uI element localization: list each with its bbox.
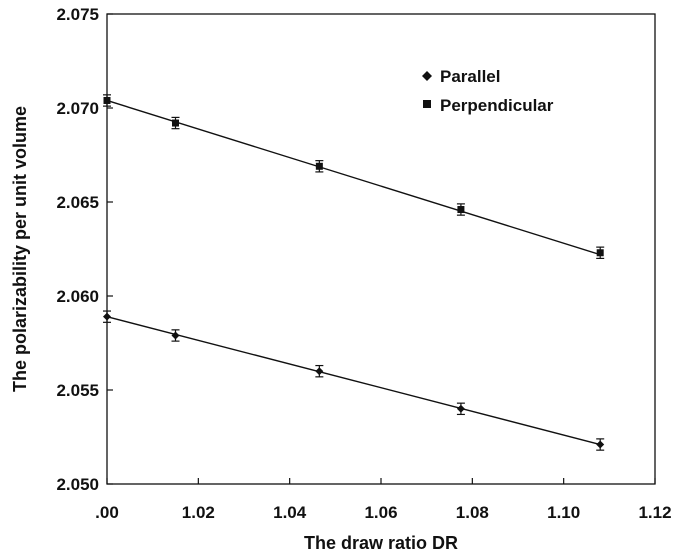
y-tick-label: 2.065 bbox=[56, 193, 99, 212]
data-point-perpendicular bbox=[596, 249, 604, 257]
data-point-parallel bbox=[596, 440, 605, 449]
x-tick-label: 1.12 bbox=[638, 503, 671, 522]
fit-line-parallel bbox=[106, 316, 601, 446]
data-point-parallel bbox=[171, 331, 180, 340]
legend: Parallel Perpendicular bbox=[422, 67, 554, 115]
legend-item-parallel: Parallel bbox=[422, 67, 501, 86]
data-point-perpendicular bbox=[172, 119, 179, 127]
legend-label-perpendicular: Perpendicular bbox=[440, 96, 554, 115]
x-tick-label: 1.10 bbox=[547, 503, 580, 522]
legend-marker-square bbox=[423, 100, 431, 108]
x-tick-label: .00 bbox=[95, 503, 119, 522]
data-point-parallel bbox=[315, 367, 324, 376]
y-tick-label: 2.070 bbox=[56, 99, 99, 118]
legend-label-parallel: Parallel bbox=[440, 67, 501, 86]
y-tick-label: 2.060 bbox=[56, 287, 99, 306]
x-axis-title: The draw ratio DR bbox=[304, 533, 458, 553]
y-tick-label: 2.075 bbox=[56, 5, 99, 24]
y-axis-ticks: 2.050 2.055 2.060 2.065 2.070 2.075 bbox=[56, 5, 113, 494]
data-point-parallel bbox=[456, 404, 465, 413]
x-tick-label: 1.06 bbox=[364, 503, 397, 522]
x-tick-label: 1.02 bbox=[182, 503, 215, 522]
y-tick-label: 2.050 bbox=[56, 475, 99, 494]
data-point-perpendicular bbox=[457, 206, 465, 214]
x-axis-ticks: .00 1.02 1.04 1.06 1.08 1.10 1.12 bbox=[95, 478, 672, 522]
data-point-parallel bbox=[103, 312, 111, 321]
x-tick-label: 1.08 bbox=[456, 503, 489, 522]
fit-line-perpendicular bbox=[106, 99, 601, 256]
legend-item-perpendicular: Perpendicular bbox=[423, 96, 554, 115]
data-point-perpendicular bbox=[315, 162, 323, 170]
plot-frame bbox=[106, 13, 656, 485]
data-points bbox=[103, 94, 605, 451]
x-tick-label: 1.04 bbox=[273, 503, 307, 522]
y-tick-label: 2.055 bbox=[56, 381, 99, 400]
legend-marker-diamond bbox=[422, 71, 432, 81]
fit-lines bbox=[106, 99, 601, 446]
y-axis-title: The polarizability per unit volume bbox=[10, 106, 30, 392]
data-point-perpendicular bbox=[103, 96, 111, 104]
